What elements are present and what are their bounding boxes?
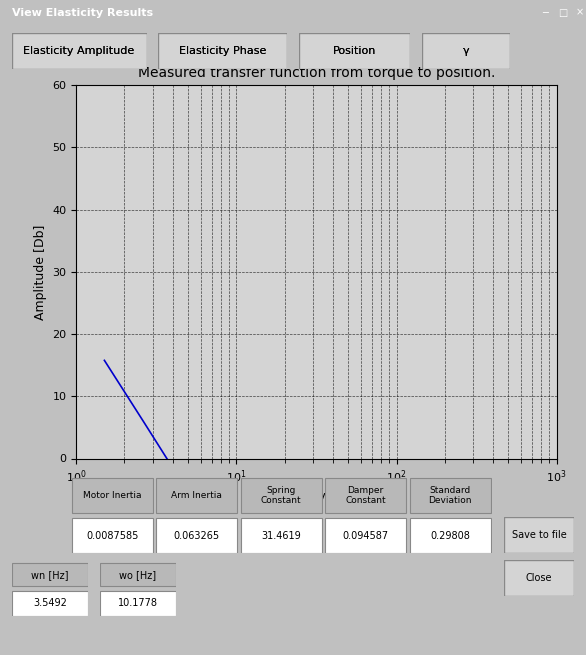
- FancyBboxPatch shape: [12, 591, 88, 616]
- Text: ×: ×: [576, 8, 584, 18]
- FancyBboxPatch shape: [72, 518, 153, 553]
- Text: Position: Position: [333, 46, 376, 56]
- FancyBboxPatch shape: [325, 478, 406, 514]
- FancyBboxPatch shape: [100, 563, 176, 586]
- FancyBboxPatch shape: [504, 560, 574, 596]
- X-axis label: Frequency [rad/s]: Frequency [rad/s]: [261, 491, 372, 504]
- Text: 0.0087585: 0.0087585: [86, 531, 139, 541]
- Text: 0.063265: 0.063265: [174, 531, 220, 541]
- Title: Measured transfer function from torque to position.: Measured transfer function from torque t…: [138, 66, 495, 80]
- Text: 3.5492: 3.5492: [33, 598, 67, 608]
- FancyBboxPatch shape: [410, 518, 490, 553]
- FancyBboxPatch shape: [410, 478, 490, 514]
- FancyBboxPatch shape: [299, 33, 410, 69]
- Text: Spring
Constant: Spring Constant: [261, 486, 302, 506]
- Text: Arm Inertia: Arm Inertia: [172, 491, 222, 500]
- FancyBboxPatch shape: [504, 517, 574, 553]
- Text: wo [Hz]: wo [Hz]: [119, 570, 156, 580]
- FancyBboxPatch shape: [12, 33, 146, 69]
- Text: Motor Inertia: Motor Inertia: [83, 491, 142, 500]
- FancyBboxPatch shape: [100, 591, 176, 616]
- FancyBboxPatch shape: [325, 518, 406, 553]
- Y-axis label: Amplitude [Db]: Amplitude [Db]: [34, 224, 47, 320]
- Text: □: □: [558, 8, 567, 18]
- FancyBboxPatch shape: [158, 33, 287, 69]
- Text: View Elasticity Results: View Elasticity Results: [12, 8, 153, 18]
- Text: γ: γ: [462, 46, 469, 56]
- FancyBboxPatch shape: [241, 518, 322, 553]
- Text: Standard
Deviation: Standard Deviation: [428, 486, 472, 506]
- Text: Elasticity Phase: Elasticity Phase: [179, 46, 267, 56]
- Text: 31.4619: 31.4619: [261, 531, 301, 541]
- FancyBboxPatch shape: [422, 33, 510, 69]
- Text: 0.094587: 0.094587: [343, 531, 389, 541]
- Text: 0.29808: 0.29808: [430, 531, 470, 541]
- Text: 10.1778: 10.1778: [118, 598, 158, 608]
- Text: Elasticity Amplitude: Elasticity Amplitude: [23, 46, 135, 56]
- Text: Save to file: Save to file: [512, 531, 567, 540]
- Text: γ: γ: [462, 46, 469, 56]
- Text: Position: Position: [333, 46, 376, 56]
- Text: Elasticity Phase: Elasticity Phase: [179, 46, 267, 56]
- Text: Elasticity Amplitude: Elasticity Amplitude: [23, 46, 135, 56]
- FancyBboxPatch shape: [156, 478, 237, 514]
- FancyBboxPatch shape: [156, 518, 237, 553]
- Text: wn [Hz]: wn [Hz]: [31, 570, 69, 580]
- FancyBboxPatch shape: [241, 478, 322, 514]
- Text: Damper
Constant: Damper Constant: [345, 486, 386, 506]
- FancyBboxPatch shape: [12, 563, 88, 586]
- Text: ─: ─: [542, 8, 548, 18]
- FancyBboxPatch shape: [72, 478, 153, 514]
- Text: Close: Close: [526, 573, 553, 583]
